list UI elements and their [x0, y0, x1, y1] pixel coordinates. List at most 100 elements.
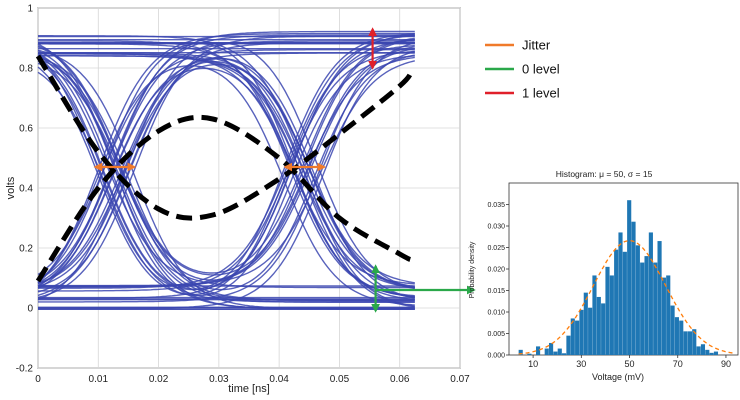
- eye-y-tick-label: 0.8: [19, 64, 33, 75]
- histogram-bar: [562, 353, 567, 355]
- eye-x-tick-label: 0.07: [450, 374, 470, 385]
- histogram-bar: [696, 346, 701, 355]
- eye-trace: [37, 61, 415, 307]
- eye-diagram-plot: 0 0.01 0.02 0.03 0.04 0.05 0.06 0.07-0.200.20.4…: [5, 4, 470, 396]
- eye-x-tick-label: 0.05: [330, 374, 350, 385]
- histogram-x-axis-label: Voltage (mV): [592, 372, 644, 382]
- eye-y-tick-label: 1: [27, 4, 33, 15]
- histogram-bar: [609, 275, 614, 355]
- eye-trace: [37, 57, 415, 290]
- histogram-bar: [544, 348, 549, 355]
- legend: Jitter 0 level 1 level: [485, 38, 560, 101]
- legend-label: 0 level: [522, 62, 560, 77]
- eye-dashed-traces: [35, 54, 414, 283]
- histogram-tick-labels: 10 30 50 70 90 0.000 0.005 0.010 0.015 0.020 0.025…: [487, 202, 730, 369]
- eye-trace: [37, 54, 415, 289]
- histogram-fit-curve: [518, 239, 734, 355]
- histogram-title: Histogram: μ = 50, σ = 15: [556, 169, 653, 179]
- histogram-x-tick-label: 10: [528, 359, 538, 369]
- histogram-bar: [527, 353, 532, 355]
- eye-trace: [38, 52, 415, 284]
- histogram-y-tick-label: 0.010: [487, 310, 505, 317]
- histogram-bar: [713, 351, 719, 355]
- legend-label: 1 level: [522, 86, 560, 101]
- histogram-bar: [605, 266, 610, 355]
- histogram-bar: [653, 262, 658, 355]
- eye-trace: [38, 42, 415, 303]
- histogram-plot: Histogram: μ = 50, σ = 15 10 30 50 70 90 0.00…: [469, 169, 739, 382]
- histogram-y-tick-label: 0.030: [487, 224, 505, 231]
- histogram-bar: [583, 292, 588, 355]
- histogram-y-tick-label: 0.015: [487, 288, 505, 295]
- histogram-bar: [588, 307, 593, 355]
- eye-trace: [38, 35, 415, 288]
- legend-label: Jitter: [522, 38, 551, 53]
- eye-trace: [37, 40, 415, 281]
- eye-x-tick-label: 0.01: [89, 374, 109, 385]
- eye-trace: [37, 44, 415, 296]
- histogram-x-tick-label: 50: [625, 359, 635, 369]
- eye-y-tick-label: -0.2: [16, 364, 34, 375]
- histogram-bar: [670, 305, 675, 355]
- histogram-y-tick-label: 0.035: [487, 202, 505, 209]
- histogram-x-tick-label: 90: [721, 359, 731, 369]
- eye-trace: [37, 55, 415, 297]
- histogram-bar: [631, 221, 636, 355]
- histogram-y-tick-label: 0.020: [487, 267, 505, 274]
- histogram-fit-line: [518, 239, 734, 355]
- eye-y-tick-label: 0.6: [19, 124, 33, 135]
- eye-traces: [37, 30, 415, 310]
- eye-x-tick-label: 0.03: [209, 374, 229, 385]
- histogram-bar: [705, 349, 710, 355]
- histogram-bar: [579, 309, 584, 355]
- histogram-x-tick-label: 70: [673, 359, 683, 369]
- eye-trace: [37, 32, 415, 291]
- histogram-bar: [566, 335, 571, 355]
- eye-tick-labels: 0 0.01 0.02 0.03 0.04 0.05 0.06 0.07-0.200.20.4…: [16, 4, 470, 386]
- histogram-bar: [644, 256, 649, 355]
- eye-trace: [38, 55, 415, 289]
- histogram-bar: [657, 241, 662, 355]
- histogram-bar: [518, 349, 523, 355]
- histogram-bar: [618, 232, 623, 355]
- eye-trace: [37, 56, 415, 276]
- histogram-x-tick-label: 30: [576, 359, 586, 369]
- histogram-bar: [687, 331, 692, 355]
- histogram-bars: [518, 200, 719, 355]
- histogram-bar: [536, 346, 541, 355]
- histogram-bar: [557, 348, 562, 355]
- eye-trace: [37, 37, 415, 274]
- eye-dashed-trace: [35, 54, 414, 221]
- eye-x-tick-label: 0.06: [390, 374, 410, 385]
- eye-trace: [38, 34, 415, 289]
- eye-y-tick-label: 0: [27, 304, 33, 315]
- eye-x-tick-label: 0.04: [269, 374, 289, 385]
- histogram-bar: [575, 320, 580, 355]
- eye-x-tick-label: 0.02: [149, 374, 169, 385]
- histogram-bar: [635, 245, 640, 355]
- histogram-bar: [570, 318, 575, 355]
- histogram-bar: [692, 329, 697, 355]
- eye-annotations: [93, 27, 381, 313]
- eye-trace: [38, 53, 415, 308]
- eye-trace: [37, 54, 415, 291]
- eye-y-axis-label: volts: [5, 176, 17, 199]
- eye-x-tick-label: 0: [35, 374, 41, 385]
- eye-dashed-trace: [35, 114, 413, 283]
- eye-trace: [38, 47, 415, 288]
- histogram-bar: [553, 351, 558, 355]
- eye-x-axis-label: time [ns]: [228, 383, 270, 395]
- histogram-bar: [666, 275, 671, 355]
- histogram-bar: [640, 262, 645, 355]
- eye-y-tick-label: 0.4: [19, 184, 33, 195]
- histogram-bar: [679, 320, 684, 355]
- histogram-bar: [601, 303, 606, 355]
- histogram-bar: [674, 317, 679, 355]
- histogram-y-tick-label: 0.005: [487, 331, 505, 338]
- histogram-bar: [709, 352, 714, 355]
- histogram-bar: [622, 251, 627, 355]
- histogram-bar: [683, 331, 688, 355]
- histogram-bar: [592, 275, 597, 355]
- histogram-bar: [614, 249, 619, 355]
